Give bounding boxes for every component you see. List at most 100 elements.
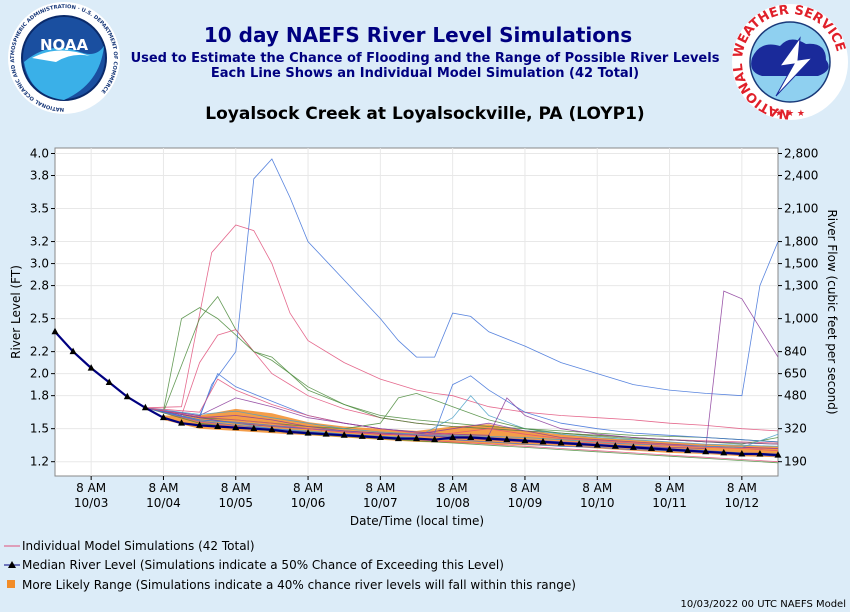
y2-tick-label: 2,100 [784, 202, 818, 216]
y-tick-label: 3.2 [30, 235, 49, 249]
x-tick-date-label: 10/10 [580, 496, 615, 510]
chart-subtitle-2: Each Line Shows an Individual Model Simu… [211, 66, 639, 81]
median-point [376, 433, 384, 440]
grid-lines [55, 148, 778, 476]
member-line-18 [145, 407, 779, 452]
member-line-7 [145, 372, 779, 443]
y2-tick-label: 2,800 [784, 147, 818, 161]
y2-tick-label: 480 [784, 389, 807, 403]
median-point [322, 430, 330, 437]
median-point [684, 446, 692, 454]
x-tick-date-label: 10/06 [291, 496, 326, 510]
median-series [51, 327, 782, 458]
y-axis-right: 2,800 2,400 2,100 1,800 1,500 1,300 1,000 840 65… [778, 147, 818, 469]
y-tick-label: 3.5 [30, 202, 49, 216]
median-point [87, 364, 95, 371]
y2-tick-label: 650 [784, 367, 807, 381]
median-point [250, 424, 258, 432]
x-tick-time-label: 8 AM [582, 481, 612, 495]
x-axis-title: Date/Time (local time) [350, 514, 484, 528]
median-point [449, 433, 457, 440]
x-tick-date-label: 10/11 [652, 496, 687, 510]
y2-tick-label: 1,800 [784, 235, 818, 249]
median-point [503, 435, 511, 443]
median-point [521, 436, 529, 444]
station-title: Loyalsock Creek at Loyalsockville, PA (L… [205, 104, 644, 124]
median-point [467, 433, 475, 440]
y2-tick-label: 1,000 [784, 312, 818, 326]
y2-tick-label: 840 [784, 345, 807, 359]
median-point [304, 429, 312, 436]
y-tick-label: 2.0 [30, 367, 49, 381]
median-point [720, 448, 728, 456]
x-tick-date-label: 10/05 [218, 496, 253, 510]
median-triangle-icon [8, 561, 16, 568]
legend-individual: Individual Model Simulations (42 Total) [22, 539, 255, 553]
y-tick-label: 2.2 [30, 345, 49, 359]
median-point [123, 392, 131, 400]
x-tick-date-label: 10/09 [508, 496, 543, 510]
x-tick-time-label: 8 AM [76, 481, 106, 495]
y2-tick-label: 1,500 [784, 257, 818, 271]
nws-logo: NATIONAL WEATHER SERVICE ★ ★ ★ [731, 3, 848, 121]
y-tick-label: 3.0 [30, 257, 49, 271]
member-line-1 [145, 158, 779, 419]
x-tick-time-label: 8 AM [293, 481, 323, 495]
median-point [557, 438, 565, 446]
chart-title: 10 day NAEFS River Level Simulations [204, 23, 632, 47]
y-tick-label: 1.8 [30, 389, 49, 403]
likely-range-band [163, 408, 778, 458]
y2-tick-label: 1,300 [784, 279, 818, 293]
x-tick-date-label: 10/12 [725, 496, 760, 510]
y-axis-left: 4.0 3.8 3.5 3.2 3.0 2.8 2.5 2.2 2.0 1.8 1.5 1.2 [30, 147, 55, 469]
member-line-15 [145, 407, 779, 449]
legend: Individual Model Simulations (42 Total) … [4, 539, 576, 592]
median-point [774, 451, 782, 458]
median-point [611, 442, 619, 449]
median-point [141, 403, 149, 411]
median-point [196, 421, 204, 428]
y-tick-label: 2.8 [30, 279, 49, 293]
member-line-2 [145, 224, 779, 432]
median-point [539, 437, 547, 445]
x-tick-date-label: 10/03 [74, 496, 109, 510]
nws-star-icon: ★ ★ ★ [775, 109, 805, 119]
median-point [431, 435, 439, 443]
median-point [647, 444, 655, 451]
median-point [105, 378, 113, 385]
chart-subtitle-1: Used to Estimate the Chance of Flooding … [131, 51, 720, 66]
median-point [286, 427, 294, 435]
median-point [340, 431, 348, 438]
x-tick-date-label: 10/08 [435, 496, 470, 510]
y-tick-label: 4.0 [30, 147, 49, 161]
y-axis-title: River Level (FT) [9, 265, 23, 359]
legend-range: More Likely Range (Simulations indicate … [22, 578, 576, 592]
median-point [268, 425, 276, 433]
x-tick-time-label: 8 AM [510, 481, 540, 495]
median-point [413, 434, 420, 442]
median-point [214, 422, 222, 429]
legend-median: Median River Level (Simulations indicate… [22, 558, 504, 572]
likely-range-area [163, 408, 778, 458]
median-point [629, 443, 637, 450]
y2-tick-label: 320 [784, 422, 807, 436]
x-tick-time-label: 8 AM [438, 481, 468, 495]
median-point [159, 413, 167, 421]
median-point [394, 434, 402, 442]
x-tick-date-label: 10/07 [363, 496, 398, 510]
median-point [51, 327, 59, 335]
y-tick-label: 2.5 [30, 312, 49, 326]
x-tick-time-label: 8 AM [655, 481, 685, 495]
median-point [756, 449, 764, 457]
member-line-3 [145, 295, 779, 443]
legend-range-swatch [7, 580, 15, 588]
y2-axis-title: River Flow (cubic feet per second) [825, 209, 839, 414]
median-point [69, 347, 77, 355]
median-point [702, 447, 710, 455]
median-point [738, 449, 746, 457]
y-tick-label: 1.2 [30, 455, 49, 469]
y-tick-label: 1.5 [30, 422, 49, 436]
median-point [666, 445, 674, 453]
